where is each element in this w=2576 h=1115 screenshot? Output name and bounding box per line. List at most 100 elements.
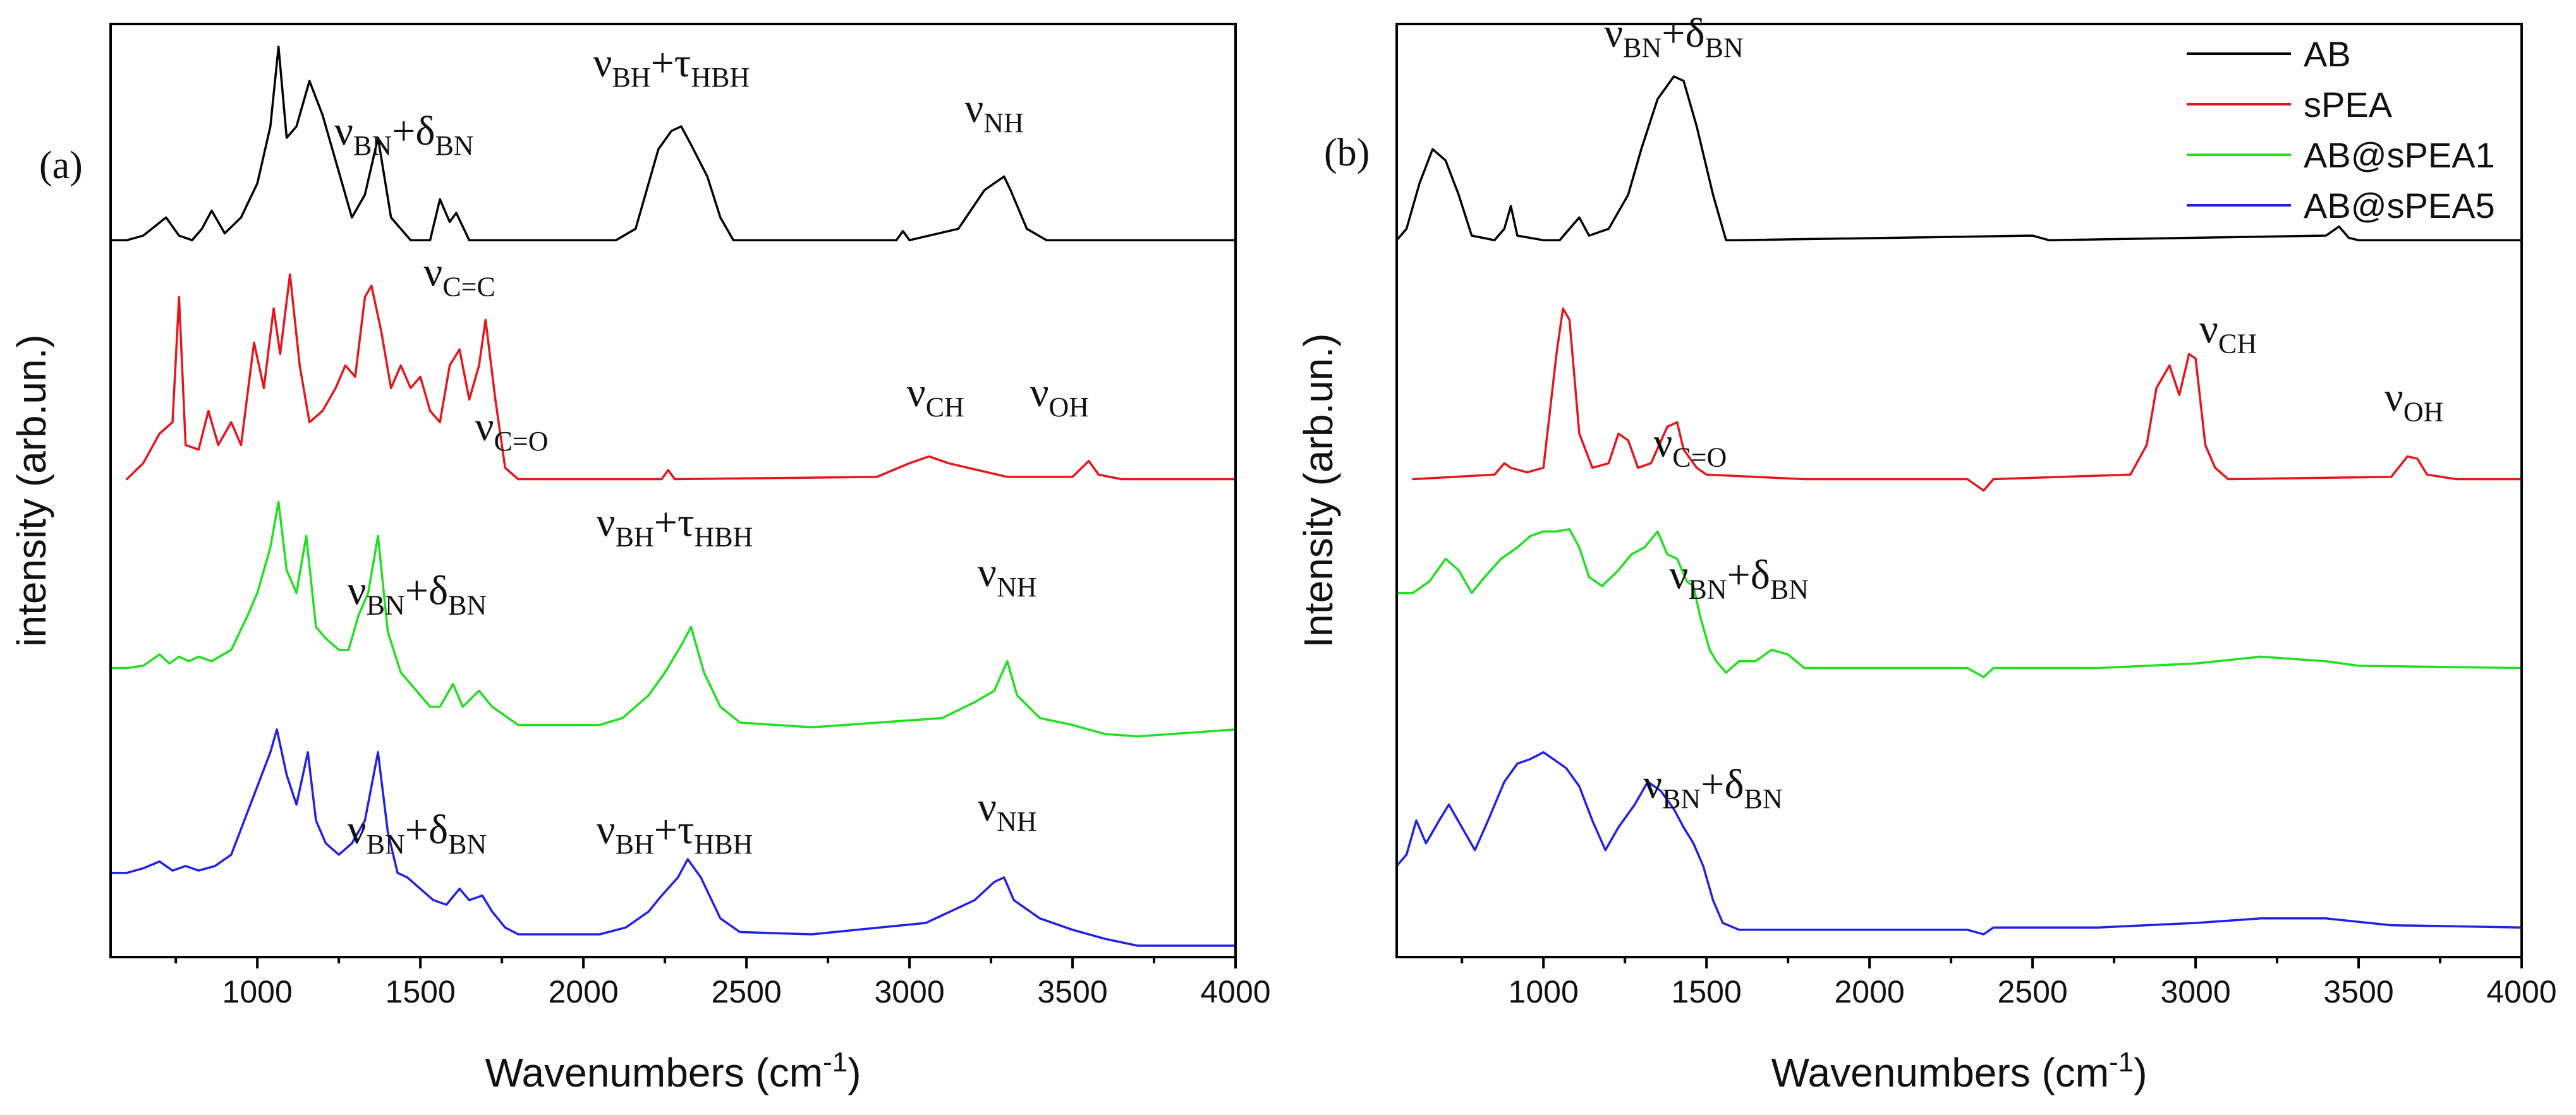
annotation-subscript: BN [367, 829, 405, 860]
peak-annotation: νCH [2199, 306, 2257, 359]
annotation-symbol: ν [1643, 761, 1662, 807]
annotation-subscript-2: HBH [694, 522, 753, 553]
annotation-subscript: BH [616, 522, 654, 553]
x-axis-label-text: Wavenumbers (cm [485, 1050, 823, 1095]
series-line-ab-spea1 [1395, 527, 2523, 678]
annotation-operator: + [405, 807, 428, 853]
annotation-subscript: OH [2403, 396, 2444, 427]
annotation-symbol-2: τ [677, 500, 695, 546]
annotation-symbol-2: δ [1686, 10, 1705, 56]
annotation-symbol: ν [1604, 10, 1623, 56]
annotation-symbol: ν [978, 784, 997, 830]
x-tick-label: 2500 [1997, 974, 2067, 1010]
annotation-operator: + [1701, 761, 1724, 807]
series-line-ab [109, 45, 1237, 241]
annotation-symbol: ν [2199, 306, 2218, 352]
annotation-symbol-2: τ [677, 807, 695, 853]
panel-a: 1000 1500 2000 2500 3000 3500 4000 Wavenumbers … [9, 23, 1271, 1095]
peak-annotation: νBN+δBN [348, 568, 487, 621]
x-tick-label: 3500 [2323, 974, 2393, 1010]
x-tick-label: 1500 [386, 974, 456, 1010]
annotation-subscript: NH [997, 806, 1037, 837]
annotation-symbol: ν [423, 249, 442, 295]
x-tick-label: 3000 [874, 974, 944, 1010]
x-axis-label-text: Wavenumbers (cm [1771, 1050, 2109, 1095]
x-tick-label: 2000 [548, 974, 618, 1010]
annotation-subscript: NH [997, 572, 1037, 603]
annotation-symbol: ν [1030, 370, 1049, 416]
annotation-subscript: CH [926, 392, 964, 423]
peak-annotation: νBN+δBN [1670, 551, 1809, 605]
peak-annotation: νBH+τHBH [597, 500, 753, 553]
annotation-subscript-2: HBH [691, 62, 750, 93]
plot-frame [1395, 23, 2523, 958]
x-tick-label: 1000 [222, 974, 293, 1010]
annotation-symbol: ν [964, 85, 983, 131]
legend-label: sPEA [2304, 85, 2393, 124]
annotation-subscript: BN [367, 590, 405, 621]
annotation-subscript: CH [2218, 328, 2257, 359]
x-axis-label-sup: -1 [2109, 1047, 2134, 1078]
peak-annotation: νC=O [475, 404, 549, 457]
y-axis-label: Intensity (arb.un.) [1296, 334, 1341, 648]
x-tick-label: 4000 [1200, 974, 1270, 1010]
legend-label: AB [2304, 34, 2351, 74]
annotation-subscript: BN [1662, 783, 1701, 814]
annotation-symbol: ν [1653, 419, 1672, 466]
peak-annotation: νCH [907, 370, 964, 423]
annotation-symbol: ν [907, 370, 926, 416]
annotation-subscript: OH [1049, 392, 1090, 423]
annotation-subscript-2: HBH [694, 829, 753, 860]
peak-annotation: νC=C [423, 249, 495, 302]
annotation-symbol: ν [978, 550, 997, 596]
x-tick-label: 3000 [2160, 974, 2230, 1010]
peak-annotation: νBN+δBN [1604, 10, 1743, 63]
y-axis-label: intensity (arb.un.) [9, 334, 54, 646]
legend: AB sPEA AB@sPEA1 AB@sPEA5 [2187, 34, 2495, 226]
annotation-operator: + [654, 500, 677, 546]
annotation-symbol: ν [475, 404, 494, 450]
peak-annotation: νNH [978, 784, 1036, 837]
annotation-subscript-2: BN [1744, 783, 1783, 814]
legend-label: AB@sPEA5 [2304, 186, 2495, 226]
peak-annotation: νBH+τHBH [593, 40, 750, 93]
peak-annotation: νBH+τHBH [597, 807, 753, 860]
annotation-subscript: C=O [1672, 442, 1727, 473]
annotation-symbol-2: δ [1751, 551, 1770, 598]
series-line-ab-spea1 [109, 500, 1237, 738]
peak-annotation: νBN+δBN [1643, 761, 1782, 814]
annotation-symbol: ν [348, 568, 367, 614]
annotation-subscript: BN [353, 130, 392, 161]
annotation-subscript-2: BN [435, 130, 473, 161]
x-tick-label: 2500 [711, 974, 781, 1010]
annotation-symbol-2: δ [428, 807, 448, 853]
peak-annotation: νOH [1030, 370, 1089, 423]
series-line-ab-spea5 [1395, 751, 2523, 936]
x-tick-label: 4000 [2486, 974, 2556, 1010]
series-line-spea [126, 273, 1237, 481]
annotation-symbol-2: τ [674, 40, 691, 86]
peak-annotation: νC=O [1653, 419, 1727, 473]
x-tick-label: 1000 [1509, 974, 1579, 1010]
annotation-symbol-2: δ [428, 568, 448, 614]
annotation-subscript-2: BN [1705, 32, 1744, 63]
annotation-subscript-2: BN [448, 829, 487, 860]
peak-annotation: νBN+δBN [334, 108, 473, 161]
peak-annotation: νOH [2385, 374, 2443, 427]
plot-frame [109, 23, 1237, 958]
annotation-symbol-2: δ [1724, 761, 1744, 807]
annotation-symbol-2: δ [415, 108, 435, 154]
annotation-symbol: ν [593, 40, 612, 86]
x-tick-label: 1500 [1672, 974, 1742, 1010]
annotation-operator: + [1727, 551, 1750, 598]
legend-label: AB@sPEA1 [2304, 135, 2495, 175]
annotation-subscript: BN [1623, 32, 1662, 63]
peak-annotation: νBN+δBN [348, 807, 487, 860]
annotation-subscript-2: BN [448, 590, 487, 621]
annotation-operator: + [392, 108, 415, 154]
x-axis-label-end: ) [848, 1050, 861, 1095]
panel-b: 1000 1500 2000 2500 3000 3500 4000 Wavenumbers … [1296, 10, 2557, 1095]
annotation-subscript: BN [1688, 574, 1727, 605]
panel-label: (b) [1324, 131, 1370, 174]
